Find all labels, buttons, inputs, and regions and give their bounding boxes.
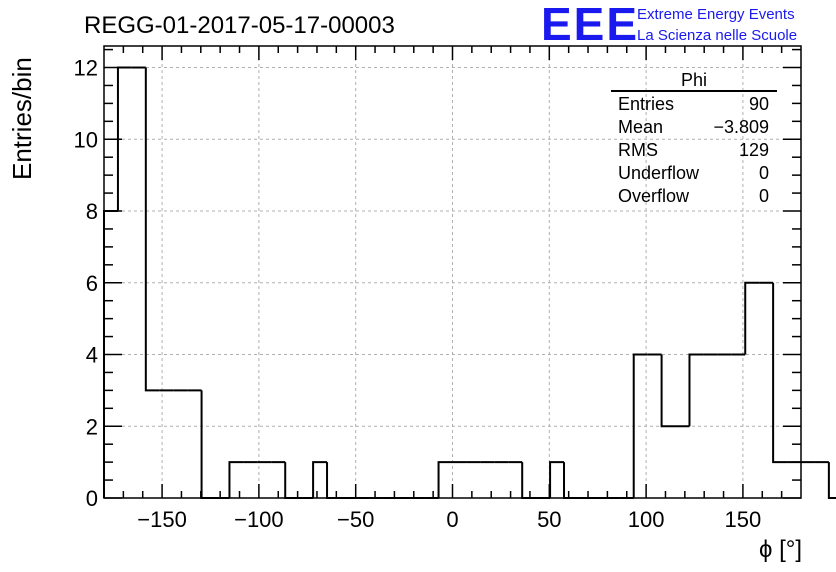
x-tick-label: −50 — [337, 507, 374, 532]
stats-box: Phi Entries 90 Mean −3.809 RMS 129 Underflow 0 O… — [611, 70, 777, 206]
y-axis-label: Entries/bin — [7, 57, 37, 180]
stats-rows: Entries 90 Mean −3.809 RMS 129 Underflow 0 Overf… — [618, 94, 769, 206]
histogram-bin — [827, 462, 836, 499]
y-tick-label: 2 — [86, 414, 98, 439]
eee-logo: EEE — [541, 0, 639, 50]
plot-frame — [103, 45, 802, 499]
x-tick-label: 150 — [725, 507, 762, 532]
y-tick-label: 0 — [86, 486, 98, 511]
histogram-bin — [144, 67, 160, 392]
histogram-bin — [326, 462, 341, 499]
histogram-bin — [200, 390, 216, 499]
grid-lines — [104, 46, 801, 498]
histogram-bin — [563, 462, 578, 499]
stats-value: −3.809 — [713, 117, 769, 137]
x-tick-label: 50 — [537, 507, 561, 532]
stats-value: 129 — [739, 140, 769, 160]
tick-labels: −150 −100 −50 0 50 100 150 0 2 4 6 8 10 12 — [74, 56, 762, 532]
histogram-bin — [228, 461, 244, 498]
histogram-bin — [744, 281, 760, 355]
histogram-bin — [632, 353, 648, 498]
stats-label: Entries — [618, 94, 674, 114]
histogram-bin — [688, 353, 704, 427]
logo-line-1: Extreme Energy Events — [637, 6, 795, 23]
stats-value: 0 — [759, 163, 769, 183]
histogram-bin — [549, 461, 565, 498]
histogram-bin — [772, 282, 788, 464]
x-tick-label: −150 — [137, 507, 187, 532]
y-tick-label: 4 — [86, 343, 98, 368]
stats-label: Overflow — [618, 186, 690, 206]
stats-box-title: Phi — [681, 70, 707, 90]
stats-label: RMS — [618, 140, 658, 160]
y-tick-label: 6 — [86, 271, 98, 296]
axis-ticks — [104, 46, 801, 499]
stats-label: Underflow — [618, 163, 700, 183]
stats-value: 0 — [759, 186, 769, 206]
x-tick-label: 100 — [628, 507, 665, 532]
histogram-bin — [521, 462, 537, 499]
x-tick-label: −100 — [234, 507, 284, 532]
y-tick-label: 10 — [74, 127, 98, 152]
stats-label: Mean — [618, 117, 663, 137]
run-title: REGG-01-2017-05-17-00003 — [84, 12, 395, 39]
histogram-bin — [312, 461, 328, 498]
stats-value: 90 — [749, 94, 769, 114]
logo-line-2: La Scienza nelle Scuole — [637, 27, 797, 44]
x-tick-label: 0 — [446, 507, 458, 532]
histogram-bin — [660, 354, 676, 428]
y-tick-label: 12 — [74, 56, 98, 81]
histogram-bin — [437, 461, 453, 498]
y-tick-label: 8 — [86, 199, 98, 224]
x-axis-label: ϕ [°] — [759, 536, 802, 563]
